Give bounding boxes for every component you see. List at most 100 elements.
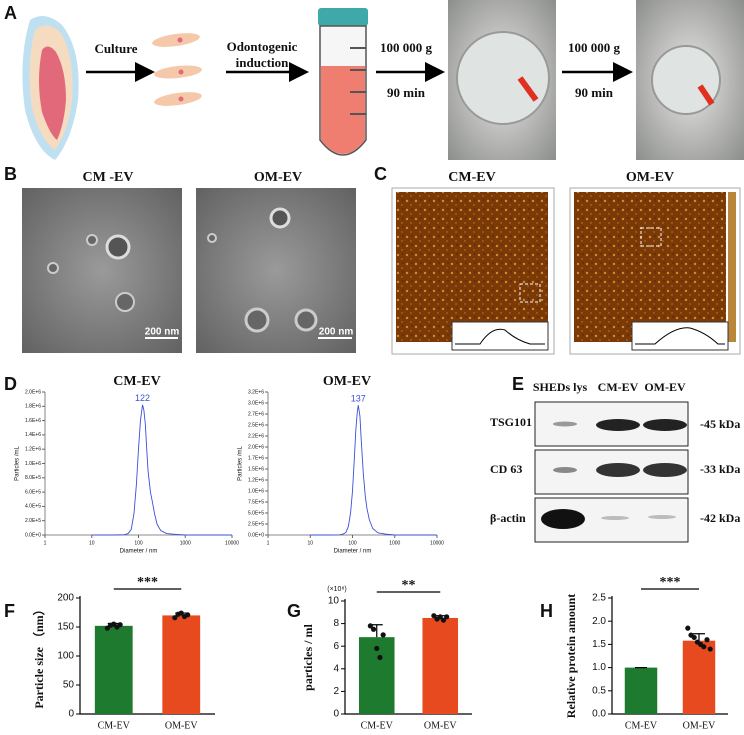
image-label: OM-EV [254,170,302,185]
y-tick-label: 2.5E+5 [248,521,264,527]
y-tick-label: 0.0E+0 [25,532,41,538]
data-point [377,654,383,661]
x-tick-label: 1 [267,540,270,546]
y-tick-label: 0.0E+0 [248,532,264,538]
vesicle [86,234,98,246]
y-tick-label: 7.5E+5 [248,499,264,505]
y-tick-label: 2.2E+6 [248,433,264,439]
y-tick-label: 4.0E+5 [25,504,41,510]
band [553,467,577,473]
profile-inset [631,321,729,351]
band [596,463,640,477]
error-bar [370,624,383,638]
lane-label: CM-EV [598,380,639,394]
nucleus [177,37,183,43]
significance: ** [402,578,416,593]
data-point [691,634,697,641]
vesicle [269,207,291,229]
y-tick-label: 6.0E+5 [25,489,41,495]
y-tick-label: 0 [333,709,339,720]
tooth-pulp [39,46,66,140]
y-tick-label: 2.5E+6 [248,422,264,428]
tem-images: CM -EV OM-EV 200 nm 200 nm [22,170,356,353]
band [601,516,629,520]
vesicle [105,234,131,260]
x-tick-label: 1000 [389,540,400,546]
panel-label: C [374,164,387,184]
data-point [685,625,691,631]
y-axis-label: Particles /mL [238,446,244,481]
workflow: Culture Odontogenic induction 100 000 g … [22,0,744,160]
protein-label: CD 63 [490,462,522,476]
scale-text: 200 nm [319,327,354,338]
bar [422,617,459,714]
chart-title: OM-EV [323,374,371,389]
y-tick-label: 2.0 [592,616,606,627]
y-tick-label: 1.0E+6 [248,488,264,494]
band [553,421,577,427]
color-scale [728,192,736,342]
x-axis-label: Diameter / nm [120,549,158,555]
x-tick-label: 10000 [430,540,444,546]
data-point [374,645,380,652]
size-label: -45 kDa [700,417,740,431]
y-tick-label: 1.0E+6 [25,461,41,467]
tube-medium [321,66,365,154]
y-axis-label: Particle size （nm） [31,603,46,708]
protein-label: β-actin [490,511,526,525]
y-tick-label: 5.0E+5 [248,510,264,516]
error-bar [693,633,705,641]
panel-label: G [287,601,301,621]
step-label: 100 000 g [380,40,433,55]
data-point [370,626,377,632]
y-tick-label: 1.6E+6 [25,418,41,424]
x-tick-label: 10 [307,540,313,546]
cell [152,33,200,47]
pellet-arrow [517,76,539,102]
step-label: Odontogenic [227,39,298,54]
pellet-arrow [697,84,715,106]
cell [154,65,202,79]
x-tick-label: 1000 [180,540,191,546]
y-tick-label: 2 [333,686,339,697]
tube-bottom [456,31,550,125]
roi [640,227,662,247]
y-axis-label: Relative protein amount [564,594,578,718]
bar [94,625,133,714]
x-tick-label: CM-EV [625,720,658,731]
y-unit: (×10⁸) [327,586,347,593]
y-tick-label: 10 [328,596,340,607]
step-label: 100 000 g [568,40,621,55]
y-tick-label: 1.4E+6 [25,432,41,438]
y-tick-label: 3.0E+6 [248,400,264,406]
y-tick-label: 150 [57,622,74,633]
vesicle [115,292,135,312]
nucleus [178,69,184,75]
data-point [172,615,178,621]
data-point [185,612,191,618]
x-tick-label: 10000 [225,540,239,546]
data-point [440,617,447,623]
protein-label: TSG101 [490,415,532,429]
tube-bottom [651,45,721,115]
y-tick-label: 0 [68,709,74,720]
y-tick-label: 2.7E+6 [248,411,264,417]
y-tick-label: 1.2E+6 [248,477,264,483]
profile-inset [451,321,549,351]
step-label: 90 min [575,85,614,100]
y-tick-label: 4 [333,663,339,674]
y-tick-label: 8.0E+5 [25,475,41,481]
profile [455,328,545,345]
y-tick-label: 1.2E+6 [25,447,41,453]
data-point [701,644,707,650]
panel-label: D [4,374,17,394]
bar [624,667,658,714]
y-tick-label: 3.2E+6 [248,389,264,395]
roi [519,283,541,303]
data-point [437,614,443,620]
axis [267,392,437,536]
data-point [178,610,184,616]
x-axis-label: Diameter / nm [334,549,372,555]
y-tick-label: 50 [63,680,75,691]
